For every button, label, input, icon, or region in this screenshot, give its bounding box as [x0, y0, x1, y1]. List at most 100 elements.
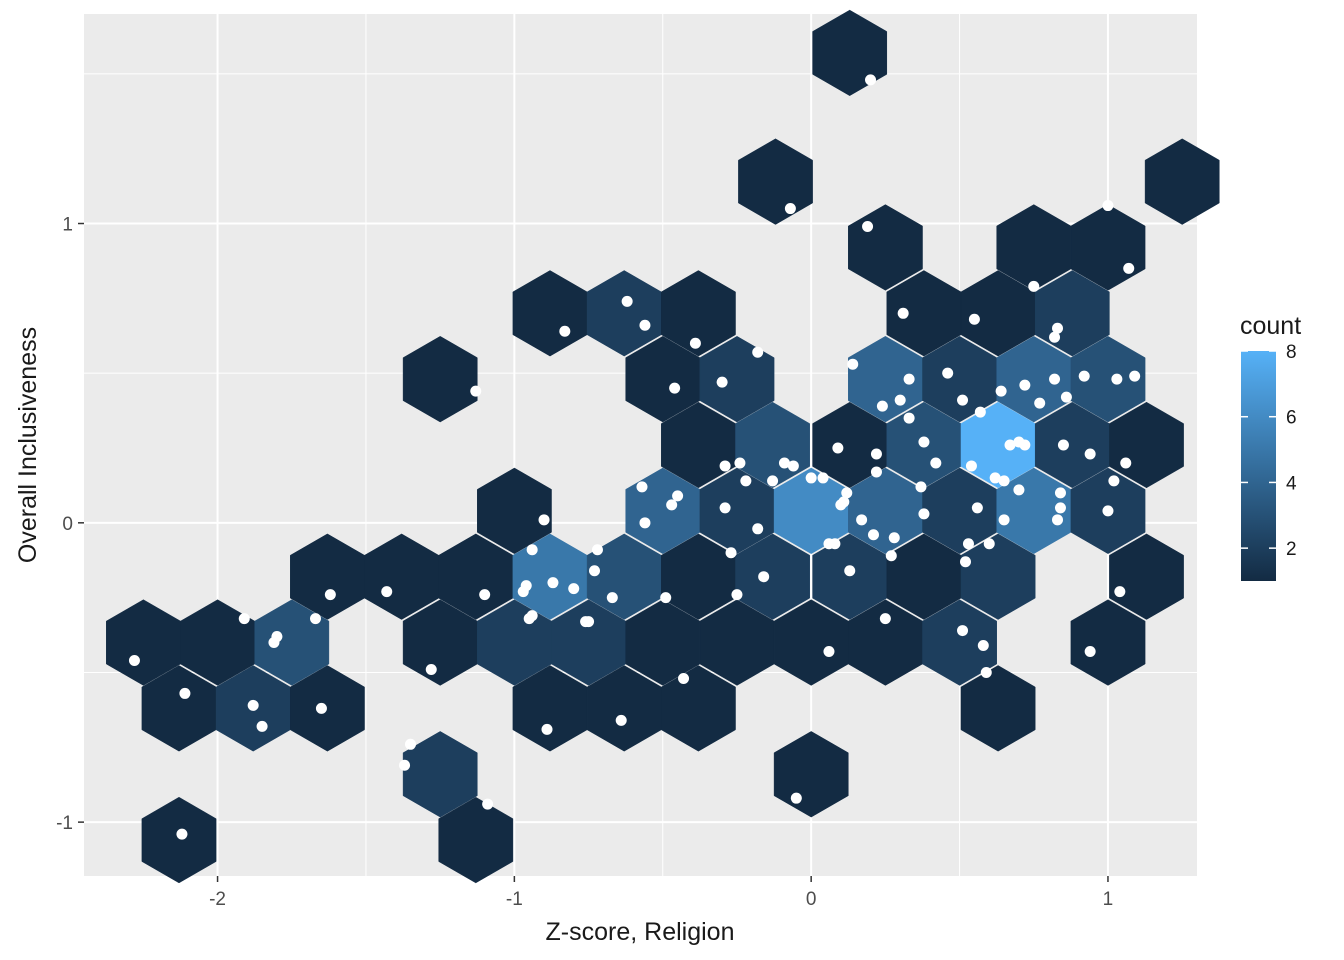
data-point [719, 502, 731, 514]
data-point [903, 412, 915, 424]
data-point [324, 589, 336, 601]
y-axis: -1 0 1 [56, 215, 84, 834]
data-point [879, 613, 891, 625]
data-point [1078, 370, 1090, 382]
hexbin [738, 138, 813, 225]
data-point [965, 460, 977, 472]
data-point [479, 589, 491, 601]
data-point [752, 346, 764, 358]
data-point [1102, 200, 1114, 212]
data-point [847, 358, 859, 370]
data-point [823, 646, 835, 658]
data-point [541, 723, 553, 735]
x-tick-label: -1 [506, 889, 523, 910]
data-point [669, 382, 681, 394]
data-point [1120, 457, 1132, 469]
data-point [959, 556, 971, 568]
x-axis-title: Z-score, Religion [546, 918, 735, 946]
data-point [1004, 439, 1016, 451]
hexbin [699, 336, 775, 423]
hexbin [1070, 336, 1146, 423]
data-point [725, 547, 737, 559]
legend-tick-label: 8 [1286, 342, 1297, 363]
hexbin [1109, 533, 1184, 620]
hexbin [290, 665, 365, 752]
data-point [995, 385, 1007, 397]
data-point [1129, 370, 1141, 382]
data-point [256, 720, 268, 732]
data-point [942, 367, 954, 379]
data-point [752, 523, 764, 535]
data-point [790, 792, 802, 804]
legend: count 2 4 6 8 [1240, 312, 1301, 581]
data-point [268, 637, 280, 649]
data-point [962, 538, 974, 550]
data-point [870, 448, 882, 460]
data-point [404, 738, 416, 750]
data-point [918, 508, 930, 520]
data-point [470, 385, 482, 397]
data-point [1108, 475, 1120, 487]
data-point [639, 319, 651, 331]
data-point [580, 616, 592, 628]
data-point [526, 544, 538, 556]
data-point [787, 460, 799, 472]
data-point [523, 613, 535, 625]
points-layer [128, 74, 1141, 840]
data-point [588, 565, 600, 577]
legend-ticks: 2 4 6 8 [1241, 342, 1297, 560]
data-point [957, 394, 969, 406]
hexbin [661, 270, 736, 357]
y-tick-label: 1 [62, 215, 73, 236]
data-point [636, 481, 648, 493]
data-point [1019, 379, 1031, 391]
hexbin [141, 796, 217, 884]
data-point [767, 475, 779, 487]
data-point [974, 406, 986, 418]
data-point [1102, 505, 1114, 517]
y-tick-label: 0 [62, 514, 73, 535]
data-point [784, 203, 796, 215]
data-point [894, 394, 906, 406]
hexbin [1144, 138, 1220, 225]
data-point [559, 325, 571, 337]
hexbin [402, 731, 478, 818]
data-point [1052, 514, 1064, 526]
hexbin [477, 467, 552, 554]
data-point [829, 538, 841, 550]
data-point [666, 499, 678, 511]
data-point [805, 472, 817, 484]
data-point [381, 586, 393, 598]
data-point [918, 436, 930, 448]
data-point [1049, 331, 1061, 343]
data-point [176, 828, 188, 840]
data-point [672, 490, 684, 502]
data-point [621, 295, 633, 307]
data-point [998, 514, 1010, 526]
x-tick-label: 1 [1103, 889, 1114, 910]
data-point [841, 487, 853, 499]
legend-tick-label: 4 [1286, 473, 1297, 494]
data-point [719, 460, 731, 472]
data-point [179, 687, 191, 699]
data-point [482, 798, 494, 810]
data-point [639, 517, 651, 529]
data-point [731, 589, 743, 601]
data-point [1111, 373, 1123, 385]
legend-title: count [1240, 312, 1301, 340]
hexbin [661, 665, 736, 752]
hexbin [960, 533, 1036, 620]
data-point [903, 373, 915, 385]
data-point [980, 666, 992, 678]
data-point [1054, 487, 1066, 499]
data-point [517, 586, 529, 598]
data-point [856, 514, 868, 526]
hexbin [438, 796, 514, 884]
data-point [867, 529, 879, 541]
data-point [876, 400, 888, 412]
data-point [862, 221, 874, 233]
data-point [606, 592, 618, 604]
data-point [983, 538, 995, 550]
data-point [716, 376, 728, 388]
